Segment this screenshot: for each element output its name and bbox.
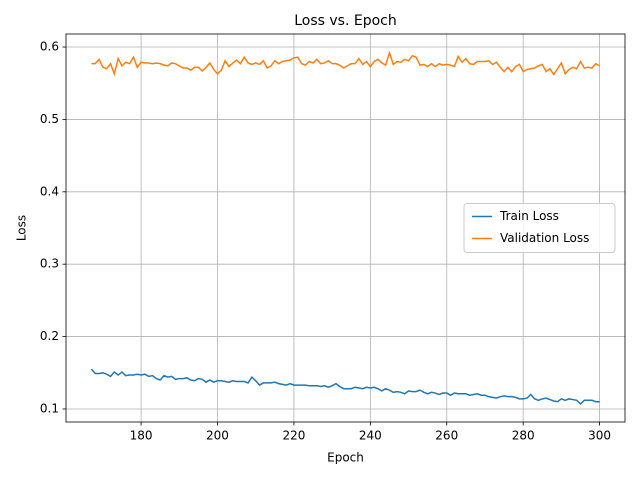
x-tick-label: 260 xyxy=(435,429,458,443)
legend-label: Validation Loss xyxy=(500,231,589,245)
chart-title: Loss vs. Epoch xyxy=(294,13,397,29)
x-tick-label: 280 xyxy=(512,429,535,443)
x-tick-label: 220 xyxy=(282,429,305,443)
y-tick-label: 0.3 xyxy=(40,257,59,271)
y-tick-label: 0.1 xyxy=(40,401,59,415)
y-tick-label: 0.5 xyxy=(40,112,59,126)
y-tick-label: 0.2 xyxy=(40,329,59,343)
x-tick-label: 200 xyxy=(206,429,229,443)
legend-label: Train Loss xyxy=(499,209,559,223)
y-tick-label: 0.4 xyxy=(40,184,59,198)
y-axis-label: Loss xyxy=(15,215,29,241)
y-tick-label: 0.6 xyxy=(40,40,59,54)
axes-frame xyxy=(65,33,626,423)
x-tick-label: 240 xyxy=(359,429,382,443)
x-axis-label: Epoch xyxy=(327,451,364,465)
x-tick-label: 180 xyxy=(130,429,153,443)
line-series xyxy=(90,368,600,405)
x-tick-label: 300 xyxy=(588,429,611,443)
line-series xyxy=(91,50,600,77)
legend-box xyxy=(463,203,616,253)
